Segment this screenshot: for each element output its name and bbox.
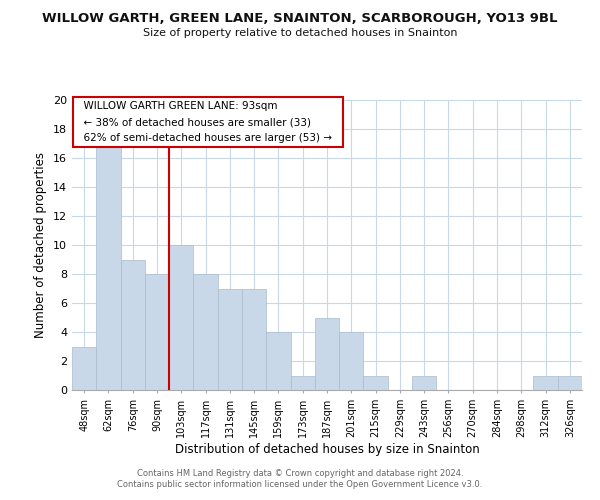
Bar — [145, 274, 169, 390]
Text: WILLOW GARTH, GREEN LANE, SNAINTON, SCARBOROUGH, YO13 9BL: WILLOW GARTH, GREEN LANE, SNAINTON, SCAR… — [42, 12, 558, 26]
Bar — [558, 376, 582, 390]
Bar — [290, 376, 315, 390]
X-axis label: Distribution of detached houses by size in Snainton: Distribution of detached houses by size … — [175, 442, 479, 456]
Bar — [533, 376, 558, 390]
Bar — [193, 274, 218, 390]
Bar — [412, 376, 436, 390]
Bar — [315, 318, 339, 390]
Bar — [121, 260, 145, 390]
Bar — [218, 288, 242, 390]
Bar — [339, 332, 364, 390]
Bar — [266, 332, 290, 390]
Text: Size of property relative to detached houses in Snainton: Size of property relative to detached ho… — [143, 28, 457, 38]
Bar — [364, 376, 388, 390]
Text: WILLOW GARTH GREEN LANE: 93sqm
  ← 38% of detached houses are smaller (33)
  62%: WILLOW GARTH GREEN LANE: 93sqm ← 38% of … — [77, 102, 338, 142]
Bar — [169, 245, 193, 390]
Bar — [96, 144, 121, 390]
Bar — [242, 288, 266, 390]
Bar — [72, 346, 96, 390]
Text: Contains HM Land Registry data © Crown copyright and database right 2024.: Contains HM Land Registry data © Crown c… — [137, 468, 463, 477]
Y-axis label: Number of detached properties: Number of detached properties — [34, 152, 47, 338]
Text: Contains public sector information licensed under the Open Government Licence v3: Contains public sector information licen… — [118, 480, 482, 489]
